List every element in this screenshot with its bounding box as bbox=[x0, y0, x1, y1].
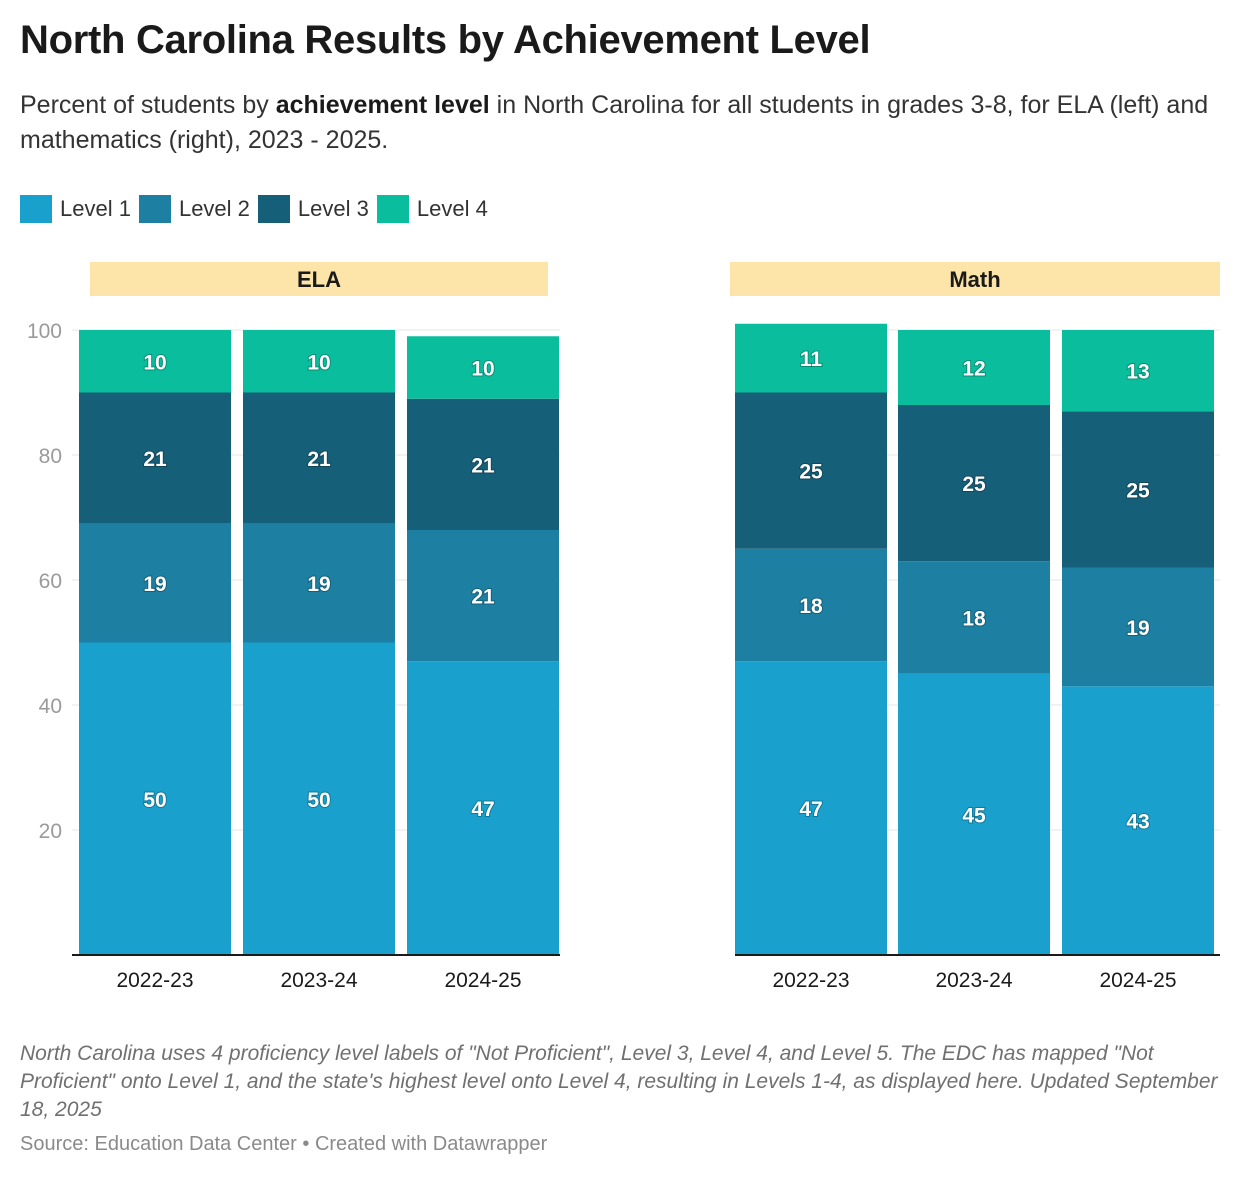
ela-data-label-2023-24-level-1: 50 bbox=[307, 789, 330, 812]
math-data-label-2024-25-level-3: 25 bbox=[1126, 479, 1150, 502]
math-data-label-2022-23-level-2: 18 bbox=[799, 595, 823, 618]
math-x-tick-label: 2023-24 bbox=[935, 969, 1012, 992]
math-bar-2023-24-level-2 bbox=[898, 561, 1050, 674]
legend-item-level-2: Level 2 bbox=[138, 195, 250, 223]
math-bar-2023-24-level-3 bbox=[898, 405, 1050, 562]
math-data-label-2024-25-level-1: 43 bbox=[1126, 811, 1149, 834]
math-panel-header bbox=[730, 262, 1220, 296]
y-tick-label: 80 bbox=[39, 445, 62, 468]
legend-swatch-level-4 bbox=[376, 195, 409, 223]
ela-bar-2022-23-level-3 bbox=[79, 392, 231, 524]
y-tick-label: 40 bbox=[39, 695, 62, 718]
math-bar-2024-25-level-1 bbox=[1062, 686, 1214, 955]
y-tick-label: 20 bbox=[39, 820, 62, 843]
legend: Level 1 Level 2 Level 3 Level 4 bbox=[20, 195, 496, 223]
math-data-label-2023-24-level-4: 12 bbox=[962, 358, 985, 381]
math-bar-2022-23-level-2 bbox=[735, 548, 887, 662]
math-data-label-2022-23-level-3: 25 bbox=[799, 461, 823, 484]
ela-data-label-2024-25-level-2: 21 bbox=[471, 586, 495, 609]
chart-subtitle: Percent of students by achievement level… bbox=[20, 88, 1225, 158]
subtitle-bold-text: achievement level bbox=[275, 91, 490, 119]
legend-label-level-3: Level 3 bbox=[297, 196, 369, 221]
ela-data-label-2023-24-level-4: 10 bbox=[307, 351, 330, 374]
legend-label-level-1: Level 1 bbox=[60, 196, 131, 221]
ela-bar-2023-24-level-1 bbox=[243, 642, 395, 955]
math-data-label-2024-25-level-2: 19 bbox=[1126, 617, 1149, 640]
ela-panel-title: ELA bbox=[297, 267, 341, 292]
ela-data-label-2024-25-level-1: 47 bbox=[471, 798, 494, 821]
ela-bar-2023-24-level-2 bbox=[243, 523, 395, 643]
math-bar-2024-25-level-4 bbox=[1062, 330, 1214, 412]
ela-bar-2022-23-level-1 bbox=[79, 642, 231, 955]
chart-title: North Carolina Results by Achievement Le… bbox=[20, 18, 871, 62]
legend-item-level-4: Level 4 bbox=[376, 195, 488, 223]
math-bar-2024-25-level-3 bbox=[1062, 411, 1214, 568]
stacked-bar-chart: ELA 20 40 60 80 100 50 19 21 10 2022-23 50 19 21 10 202… bbox=[27, 262, 1220, 992]
math-bar-2022-23-level-3 bbox=[735, 392, 887, 549]
chart-notes: North Carolina uses 4 proficiency level … bbox=[20, 1042, 1218, 1121]
ela-data-label-2024-25-level-4: 10 bbox=[471, 358, 494, 381]
ela-x-tick-label: 2024-25 bbox=[444, 969, 521, 992]
legend-item-level-1: Level 1 bbox=[20, 195, 131, 223]
ela-bar-2024-25-level-2 bbox=[407, 530, 559, 662]
legend-swatch-level-2 bbox=[138, 195, 171, 223]
ela-x-tick-label: 2022-23 bbox=[116, 969, 193, 992]
math-bar-2024-25-level-2 bbox=[1062, 567, 1214, 687]
y-tick-label: 60 bbox=[39, 570, 62, 593]
ela-data-label-2023-24-level-2: 19 bbox=[307, 573, 330, 596]
ela-data-label-2024-25-level-3: 21 bbox=[471, 454, 495, 477]
legend-swatch-level-3 bbox=[257, 195, 290, 223]
math-bar-2023-24-level-1 bbox=[898, 673, 1050, 955]
ela-data-label-2022-23-level-2: 19 bbox=[143, 573, 166, 596]
ela-data-label-2022-23-level-4: 10 bbox=[143, 351, 166, 374]
subtitle-text-2: in North Carolina for all students in gr… bbox=[20, 91, 1209, 154]
math-data-label-2023-24-level-1: 45 bbox=[962, 804, 986, 827]
math-bar-2022-23-level-4 bbox=[735, 323, 887, 393]
math-data-label-2022-23-level-4: 11 bbox=[800, 348, 823, 371]
y-tick-label: 100 bbox=[27, 320, 62, 343]
math-data-label-2022-23-level-1: 47 bbox=[799, 798, 822, 821]
ela-data-label-2022-23-level-3: 21 bbox=[143, 448, 167, 471]
math-data-label-2023-24-level-3: 25 bbox=[962, 473, 986, 496]
ela-bar-2024-25-level-3 bbox=[407, 398, 559, 530]
ela-panel-header bbox=[90, 262, 548, 296]
ela-bar-2022-23-level-4 bbox=[79, 330, 231, 393]
ela-bar-2023-24-level-3 bbox=[243, 392, 395, 524]
math-x-tick-label: 2024-25 bbox=[1099, 969, 1176, 992]
math-data-label-2024-25-level-4: 13 bbox=[1126, 361, 1149, 384]
legend-item-level-3: Level 3 bbox=[257, 195, 369, 223]
ela-bar-2023-24-level-4 bbox=[243, 330, 395, 393]
ela-bar-2024-25-level-1 bbox=[407, 661, 559, 955]
subtitle-text-1: Percent of students by bbox=[20, 91, 276, 119]
ela-bar-2022-23-level-2 bbox=[79, 523, 231, 643]
math-bar-2023-24-level-4 bbox=[898, 330, 1050, 405]
math-panel-title: Math bbox=[949, 267, 1000, 292]
chart-source: Source: Education Data Center • Created … bbox=[20, 1133, 548, 1155]
ela-x-tick-label: 2023-24 bbox=[280, 969, 357, 992]
ela-data-label-2023-24-level-3: 21 bbox=[307, 448, 331, 471]
legend-label-level-2: Level 2 bbox=[178, 196, 250, 221]
legend-label-level-4: Level 4 bbox=[416, 196, 488, 221]
legend-swatch-level-1 bbox=[20, 195, 52, 223]
ela-bar-2024-25-level-4 bbox=[407, 336, 559, 399]
math-data-label-2023-24-level-2: 18 bbox=[962, 608, 986, 631]
math-bar-2022-23-level-1 bbox=[735, 661, 887, 955]
math-x-tick-label: 2022-23 bbox=[772, 969, 849, 992]
ela-data-label-2022-23-level-1: 50 bbox=[143, 789, 166, 812]
